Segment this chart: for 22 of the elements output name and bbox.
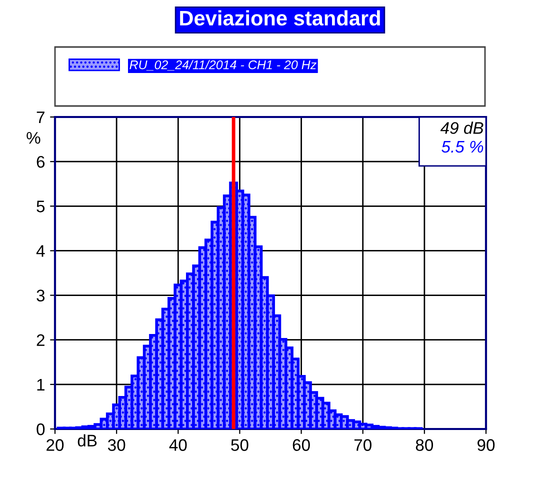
x-tick-label: 70	[354, 439, 372, 451]
y-tick-label: 2	[36, 334, 44, 346]
x-axis-title: dB	[78, 434, 97, 447]
y-tick-label: 4	[36, 245, 45, 257]
chart-title: Deviazione standard	[180, 10, 380, 26]
y-axis-title: %	[26, 132, 40, 144]
y-tick-label: 3	[36, 290, 45, 302]
x-tick-label: 40	[169, 439, 187, 451]
annotation: 49 dB	[440, 122, 484, 134]
annotation: 5.5 %	[442, 140, 484, 153]
y-tick-label: 0	[36, 423, 45, 436]
x-tick-label: 90	[478, 439, 495, 451]
y-tick-label: 1	[37, 379, 44, 390]
legend-label: RU_02_24/11/2014 - CH1 - 20 Hz	[130, 60, 316, 71]
y-tick-label: 6	[36, 156, 45, 168]
y-tick-label: 7	[36, 112, 44, 124]
x-tick-label: 80	[416, 439, 434, 451]
x-tick-label: 30	[108, 439, 126, 451]
y-tick-label: 5	[36, 200, 45, 212]
x-tick-label: 50	[231, 439, 248, 451]
x-tick-label: 20	[46, 439, 64, 451]
x-tick-label: 60	[292, 439, 310, 451]
